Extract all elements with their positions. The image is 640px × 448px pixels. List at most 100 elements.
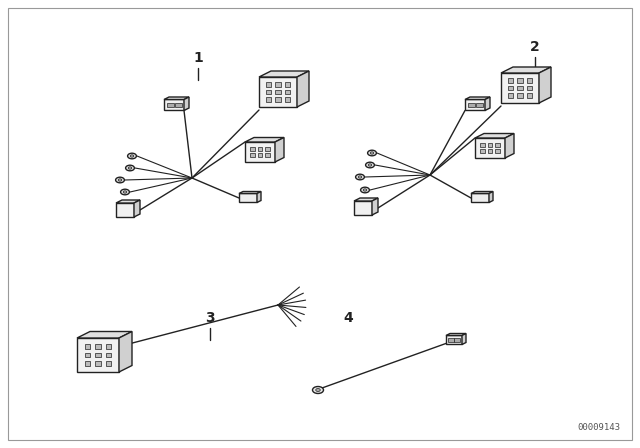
Polygon shape [164,97,189,99]
Bar [175,103,182,108]
Bar [266,154,269,157]
Text: 2: 2 [530,40,540,54]
Ellipse shape [312,387,323,393]
Bar [275,97,281,102]
Bar [285,90,290,94]
Bar [275,90,281,94]
Polygon shape [539,67,551,103]
Polygon shape [239,191,261,194]
Bar [527,78,532,82]
Bar [95,353,101,358]
Polygon shape [275,138,284,162]
Bar [495,150,500,153]
Text: 4: 4 [343,311,353,325]
Polygon shape [134,200,140,217]
Bar [106,353,111,358]
Bar [488,150,492,153]
Polygon shape [372,198,378,215]
Polygon shape [505,134,514,158]
Bar [508,93,513,98]
Polygon shape [245,138,284,142]
Ellipse shape [365,162,374,168]
Polygon shape [475,138,505,158]
Ellipse shape [367,150,376,156]
Polygon shape [354,201,372,215]
Polygon shape [77,332,132,338]
Ellipse shape [316,388,320,392]
Bar [508,78,513,82]
Bar [481,143,484,146]
Bar [275,82,281,86]
Bar [166,103,173,108]
Polygon shape [116,203,134,217]
Polygon shape [446,333,466,336]
Ellipse shape [358,176,362,178]
Polygon shape [489,191,493,202]
Bar [84,344,90,349]
Bar [527,86,532,90]
Bar [84,353,90,358]
Ellipse shape [370,152,374,154]
Bar [481,150,484,153]
Bar [467,103,474,108]
Bar [258,154,262,157]
Bar [258,147,262,151]
Bar [454,338,460,342]
Polygon shape [475,134,514,138]
Bar [95,344,101,349]
Ellipse shape [120,189,129,195]
Polygon shape [116,200,140,203]
Ellipse shape [116,177,124,183]
Bar [106,344,111,349]
Text: 00009143: 00009143 [577,423,620,432]
Ellipse shape [130,155,134,157]
Polygon shape [257,191,261,202]
Polygon shape [259,71,309,77]
Bar [517,93,523,98]
Polygon shape [239,194,257,202]
Polygon shape [184,97,189,111]
Polygon shape [164,99,184,111]
Polygon shape [501,73,539,103]
Text: 1: 1 [193,51,203,65]
Bar [95,361,101,366]
Polygon shape [465,99,485,111]
Polygon shape [485,97,490,111]
Ellipse shape [127,153,136,159]
Bar [517,86,523,90]
Bar [508,86,513,90]
Bar [448,338,454,342]
Bar [250,154,255,157]
Bar [106,361,111,366]
Bar [527,93,532,98]
Bar [266,97,271,102]
Bar [476,103,483,108]
Bar [266,90,271,94]
Text: 3: 3 [205,311,215,325]
Ellipse shape [123,191,127,193]
Polygon shape [259,77,297,107]
Bar [285,82,290,86]
Bar [285,97,290,102]
Polygon shape [465,97,490,99]
Bar [250,147,255,151]
Ellipse shape [360,187,369,193]
Ellipse shape [125,165,134,171]
Polygon shape [119,332,132,372]
Bar [266,147,269,151]
Ellipse shape [356,174,364,180]
Ellipse shape [128,167,132,169]
Ellipse shape [368,164,372,166]
Ellipse shape [118,179,122,181]
Polygon shape [77,338,119,372]
Polygon shape [501,67,551,73]
Polygon shape [471,191,493,194]
Bar [495,143,500,146]
Polygon shape [446,336,462,345]
Ellipse shape [364,189,367,191]
Polygon shape [462,333,466,345]
Bar [517,78,523,82]
Bar [266,82,271,86]
Polygon shape [354,198,378,201]
Bar [488,143,492,146]
